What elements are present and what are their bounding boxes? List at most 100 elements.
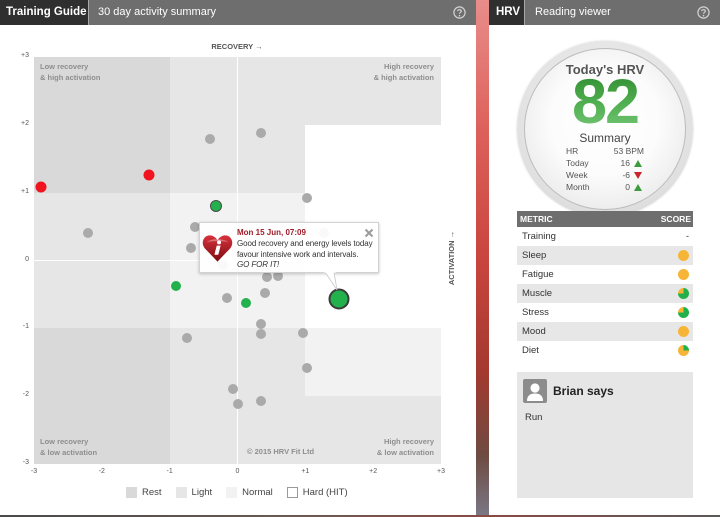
quadrant-label-bottom-right: High recovery & low activation	[377, 437, 434, 458]
tooltip-pointer	[324, 270, 338, 291]
tooltip-emphasis: GO FOR IT!	[237, 260, 280, 269]
tab-training-guide[interactable]: Training Guide	[0, 0, 89, 25]
legend-item-normal: Normal	[226, 486, 273, 498]
data-point-red[interactable]	[35, 181, 47, 193]
trend-down-icon	[634, 172, 642, 179]
metric-row-muscle[interactable]: Muscle	[517, 284, 693, 303]
data-point-gray[interactable]	[272, 271, 283, 282]
training-guide-panel: Training Guide 30 day activity summary R…	[0, 0, 476, 498]
x-tick-label: -1	[166, 468, 173, 475]
hrv-summary-row: Month 0	[566, 181, 644, 193]
zone-normal	[305, 328, 441, 397]
coach-message: Run	[525, 412, 543, 423]
panel-title: Reading viewer	[535, 6, 611, 18]
score-pie-icon	[678, 345, 689, 356]
y-tick-label: +1	[21, 187, 29, 195]
zone-light	[305, 396, 441, 464]
zone-rest	[34, 328, 170, 464]
data-point-gray[interactable]	[256, 319, 267, 330]
x-tick-label: +1	[301, 468, 310, 475]
data-point-gray[interactable]	[82, 227, 93, 238]
metric-name: Diet	[522, 345, 539, 356]
hrv-gauge	[517, 41, 693, 217]
hrv-value: 82	[517, 71, 693, 134]
help-icon[interactable]	[697, 6, 710, 19]
quadrant-label-bottom-left: Low recovery & low activation	[40, 437, 97, 458]
legend-swatch	[126, 486, 137, 498]
data-point-gray[interactable]	[232, 398, 243, 409]
x-tick-label: +3	[437, 468, 445, 475]
heart-info-icon	[202, 233, 233, 263]
data-point-gray[interactable]	[301, 362, 312, 373]
data-point-gray[interactable]	[256, 395, 267, 406]
hrv-title: Today's HRV	[565, 62, 645, 77]
metric-name: Fatigue	[522, 269, 554, 280]
data-point-gray[interactable]	[227, 383, 238, 394]
hrv-summary-row: Today 16	[566, 157, 644, 169]
hrv-summary-list: HR 53 BPM Today 16 Week -6 Month 0	[566, 145, 644, 193]
metric-row-sleep[interactable]: Sleep	[517, 246, 693, 265]
data-point-gray[interactable]	[298, 328, 309, 339]
metrics-table-body: Training - Sleep Fatigue Muscle Stress Mo…	[517, 227, 693, 360]
copyright-text: © 2015 HRV Fit Ltd	[247, 447, 315, 456]
data-point-gray[interactable]	[302, 193, 313, 204]
score-indicator: -	[686, 231, 689, 241]
legend-item-hard: Hard (HIT)	[286, 486, 348, 498]
legend-label: Rest	[142, 486, 162, 498]
metric-name: Stress	[522, 307, 549, 318]
legend-label: Normal	[242, 486, 273, 498]
quadrant-label-line: Low recovery	[40, 62, 89, 71]
panel-separator	[476, 0, 489, 517]
training-guide-header: Training Guide 30 day activity summary	[0, 0, 476, 25]
user-silhouette-icon	[523, 379, 547, 403]
quadrant-label-line: & low activation	[376, 447, 434, 457]
data-point-green[interactable]	[240, 298, 251, 309]
summary-label: HR	[566, 146, 579, 156]
data-point-gray[interactable]	[181, 332, 192, 343]
hrv-gauge-inner	[524, 48, 686, 210]
summary-label: Week	[566, 170, 588, 180]
metric-row-stress[interactable]: Stress	[517, 303, 693, 322]
y-tick-label: -1	[22, 323, 29, 331]
data-point-gray[interactable]	[256, 328, 267, 339]
data-point-gray[interactable]	[255, 127, 266, 138]
data-point-gray[interactable]	[261, 271, 272, 282]
y-axis-title: ACTIVATION →	[447, 230, 456, 286]
close-icon[interactable]	[364, 225, 374, 238]
hrv-summary-row: HR 53 BPM	[566, 145, 644, 157]
metric-row-mood[interactable]: Mood	[517, 322, 693, 341]
data-point-gray[interactable]	[221, 292, 232, 303]
quadrant-label-top-left: Low recovery & high activation	[40, 62, 100, 83]
metric-row-training[interactable]: Training -	[517, 227, 693, 246]
y-tick-label: +3	[21, 52, 29, 59]
column-header-metric: METRIC	[520, 214, 553, 224]
x-tick-label: -2	[98, 468, 105, 475]
legend-swatch	[286, 486, 298, 498]
metric-row-fatigue[interactable]: Fatigue	[517, 265, 693, 284]
data-point-gray[interactable]	[259, 288, 270, 299]
metric-name: Mood	[522, 326, 546, 337]
x-tick-label: 0	[235, 468, 240, 475]
window-bottom-edge	[0, 515, 720, 517]
data-point-green[interactable]	[209, 200, 222, 213]
data-point-gray[interactable]	[205, 134, 216, 145]
tab-hrv[interactable]: HRV	[489, 0, 525, 25]
data-point-gray[interactable]	[185, 243, 196, 254]
data-point-red[interactable]	[143, 169, 155, 181]
quadrant-label-line: & low activation	[40, 447, 98, 457]
metric-row-diet[interactable]: Diet	[517, 341, 693, 360]
trend-up-icon	[634, 160, 642, 167]
chart-legend: Rest Light Normal Hard (HIT)	[126, 486, 362, 498]
legend-label: Hard (HIT)	[302, 486, 348, 498]
tooltip-date: Mon 15 Jun, 07:09	[237, 228, 306, 237]
data-point-green[interactable]	[171, 281, 182, 292]
hrv-panel: HRV Reading viewer Today's HRV 82 Summar…	[489, 0, 720, 515]
help-icon[interactable]	[453, 6, 466, 19]
data-point-gray[interactable]	[189, 222, 200, 233]
quadrant-label-top-right: High recovery & high activation	[374, 62, 434, 83]
y-tick-label: +2	[21, 119, 29, 127]
quadrant-label-line: Low recovery	[40, 437, 89, 446]
summary-value: 16	[620, 158, 630, 168]
summary-value: 53 BPM	[613, 146, 644, 156]
selected-data-point[interactable]	[328, 288, 350, 310]
